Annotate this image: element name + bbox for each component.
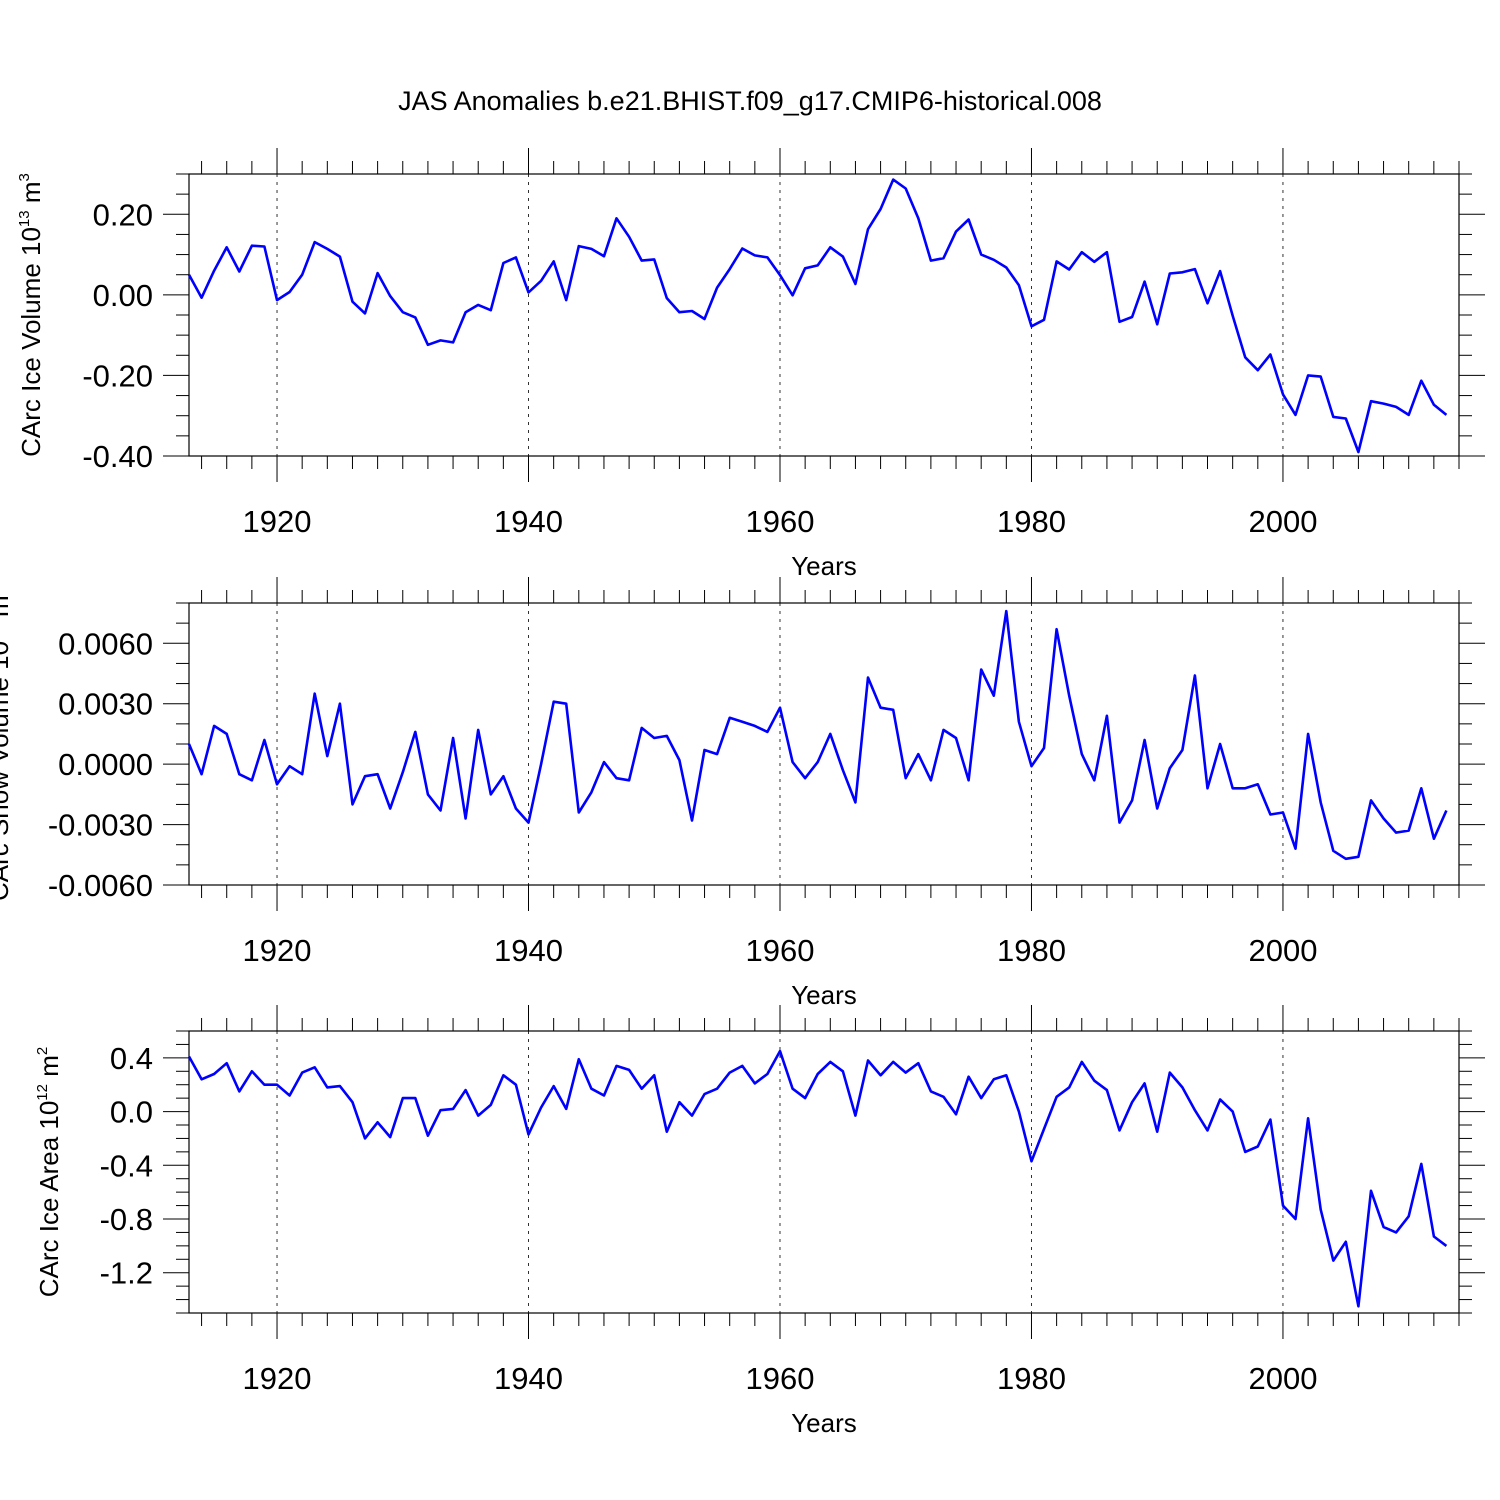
x-axis-label: Years [791, 551, 857, 581]
y-tick-label: 0.0030 [58, 687, 153, 722]
x-tick-label: 1960 [746, 1361, 815, 1396]
x-tick-label: 1980 [997, 504, 1066, 539]
x-tick-label: 1960 [746, 504, 815, 539]
x-tick-label: 1940 [494, 504, 563, 539]
x-tick-label: 1960 [746, 933, 815, 968]
y-tick-label: 0.4 [110, 1041, 153, 1076]
y-tick-label: 0.20 [93, 197, 153, 232]
y-axis-label: CArc Ice Area 1012 m2 [34, 1047, 64, 1297]
y-tick-label: 0.00 [93, 278, 153, 313]
y-tick-label: 0.0000 [58, 747, 153, 782]
y-tick-label: -0.0030 [48, 808, 153, 843]
y-tick-label: -1.2 [100, 1256, 153, 1291]
series-line [187, 178, 1448, 454]
y-tick-label: -0.0060 [48, 868, 153, 903]
panel-2: -0.0060 -0.0030 0.0000 0.0030 0.0060 1920 1940… [0, 577, 1485, 1010]
plot-frame [188, 173, 1460, 457]
plot-frame [188, 1030, 1460, 1314]
x-tick-label: 2000 [1248, 504, 1317, 539]
y-tick-label: 0.0060 [58, 626, 153, 661]
x-tick-label: 1980 [997, 1361, 1066, 1396]
x-tick-label: 1920 [243, 933, 312, 968]
y-tick-label: 0.0 [110, 1095, 153, 1130]
x-tick-label: 1920 [243, 1361, 312, 1396]
series-line [187, 1049, 1448, 1308]
y-tick-label: -0.8 [100, 1202, 153, 1237]
y-tick-label: -0.20 [82, 358, 153, 393]
series-line [187, 609, 1448, 861]
plot-frame [188, 602, 1460, 886]
x-tick-label: 2000 [1248, 1361, 1317, 1396]
figure-title: JAS Anomalies b.e21.BHIST.f09_g17.CMIP6-… [398, 86, 1102, 116]
panel-1: -0.40 -0.20 0.00 0.20 1920 1940 1960 1980 2000 Ye… [16, 148, 1485, 581]
y-axis-label: CArc Ice Volume 1013 m3 [16, 173, 46, 457]
panel-3: -1.2 -0.8 -0.4 0.0 0.4 1920 1940 1960 1980 2000 Ye… [34, 1005, 1485, 1438]
x-axis-label: Years [791, 1408, 857, 1438]
x-tick-label: 1920 [243, 504, 312, 539]
y-tick-label: -0.40 [82, 439, 153, 474]
x-tick-label: 2000 [1248, 933, 1317, 968]
x-tick-label: 1980 [997, 933, 1066, 968]
y-axis-label: CArc Snow Volume 1013 m3 [0, 587, 14, 901]
x-axis-label: Years [791, 980, 857, 1010]
x-tick-label: 1940 [494, 933, 563, 968]
y-tick-label: -0.4 [100, 1148, 153, 1183]
x-tick-label: 1940 [494, 1361, 563, 1396]
